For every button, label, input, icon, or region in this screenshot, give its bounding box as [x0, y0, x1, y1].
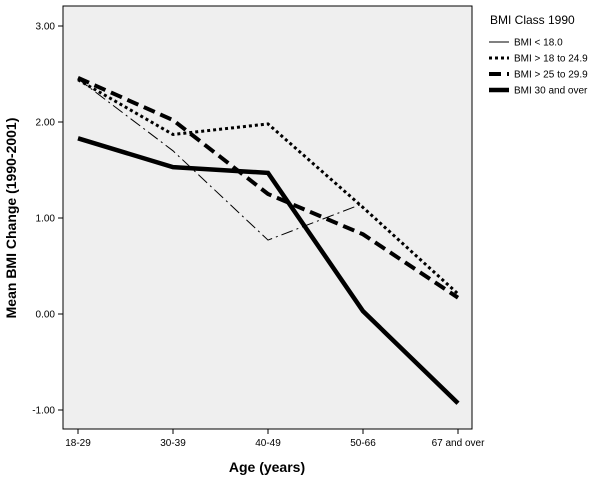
legend: BMI Class 1990 BMI < 18.0 BMI > 18 to 24.…	[489, 13, 588, 97]
x-axis-title: Age (years)	[229, 459, 305, 475]
x-tick-label: 67 and over	[432, 438, 485, 449]
x-tick-label: 18-29	[65, 438, 91, 449]
x-tick-label: 50-66	[350, 438, 376, 449]
legend-title: BMI Class 1990	[490, 13, 575, 27]
y-tick-label: 1.00	[36, 214, 56, 225]
legend-label: BMI < 18.0	[514, 38, 563, 49]
series-line-1	[77, 78, 364, 241]
series-line-4	[77, 136, 460, 405]
series-line-2	[77, 78, 460, 295]
y-tick-label: 3.00	[36, 22, 56, 33]
y-axis: 3.00 2.00 1.00 0.00 -1.00	[32, 22, 63, 417]
y-tick-label: 2.00	[36, 118, 56, 129]
series-line-3	[77, 76, 460, 300]
legend-label: BMI 30 and over	[514, 86, 588, 97]
y-axis-title: Mean BMI Change (1990-2001)	[3, 118, 19, 319]
legend-label: BMI > 18 to 24.9	[514, 54, 588, 65]
x-axis: 18-29 30-39 40-49 50-66 67 and over	[65, 429, 485, 449]
series-lines	[77, 76, 460, 405]
y-tick-label: 0.00	[36, 310, 56, 321]
plot-area	[62, 5, 473, 430]
x-tick-label: 30-39	[160, 438, 186, 449]
y-tick-label: -1.00	[32, 406, 55, 417]
legend-label: BMI > 25 to 29.9	[514, 70, 588, 81]
x-tick-label: 40-49	[255, 438, 281, 449]
